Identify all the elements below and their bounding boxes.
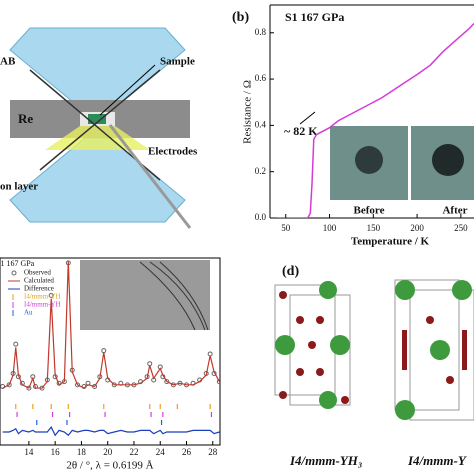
observed-point [48,292,54,298]
chart-title: S1 167 GPa [0,259,35,268]
y-tick-label: 0.6 [255,73,267,83]
panel-label: (b) [232,10,249,25]
structure-label: I4/mmm-Y [407,453,467,468]
x-tick-label: 100 [323,223,337,233]
x-tick-label: 150 [367,223,381,233]
plot-b [277,23,474,218]
legend-label: Difference [24,285,54,293]
observed-point [13,341,19,347]
y-tick-label: 0.4 [255,119,267,129]
x-tick-label: 14 [24,447,34,457]
inset-label: Before [354,205,385,217]
inset-pattern [80,260,210,331]
data-line [2,426,220,437]
data-line [277,23,474,218]
x-tick-label: 28 [208,447,218,457]
plot-frame [0,257,221,446]
observed-point [101,348,107,354]
x-axis-label: 2θ / °, λ = 0.6199 Å [66,460,153,472]
annotation-arrow [299,111,316,125]
label: AB [0,56,16,68]
legend-label: Calculated [24,277,54,285]
observed-point [216,379,220,385]
inset-photos [330,126,474,200]
x-tick-label: 16 [51,447,61,457]
data-line [2,261,220,389]
observed-point [6,382,12,388]
legend-marker [11,270,17,276]
y-tick-label: 0.2 [255,166,266,176]
legend-label: Observed [24,269,51,277]
x-tick-label: 200 [410,223,424,233]
observed-point [147,361,153,367]
x-tick-label: 22 [129,447,138,457]
y-tick-label: 0.8 [255,27,267,37]
x-tick-label: 250 [454,223,468,233]
chart-title: S1 167 GPa [285,10,344,24]
diamond-anvil-diagram [9,27,192,229]
observed-point [74,382,80,388]
label: Sample [160,56,195,68]
x-axis-label: Temperature / K [351,236,430,248]
annotation: ~ 82 K [284,124,318,138]
legend-label: I4/mmm-YH [24,293,61,301]
panel-label: (d) [282,264,299,279]
plot-c [0,260,220,437]
label: on layer [0,181,38,193]
y-axis-label: Resistance / Ω [242,80,254,144]
x-tick-label: 18 [77,447,87,457]
y-tick-label: 0.0 [255,212,267,222]
observed-point [207,351,213,357]
inset-label: After [442,205,467,217]
x-tick-label: 50 [281,223,291,233]
observed-point [26,385,32,391]
x-tick-label: 20 [103,447,113,457]
x-tick-label: 24 [156,447,166,457]
structure-label: I4/mmm-YH₃ [289,453,362,468]
x-tick-label: 26 [182,447,192,457]
legend-label: I4/mmm-YH [24,301,61,309]
atoms [275,280,472,420]
label: Re [18,111,33,126]
label: Electrodes [148,146,198,158]
legend-label: Au [24,309,33,317]
observed-point [164,379,170,385]
